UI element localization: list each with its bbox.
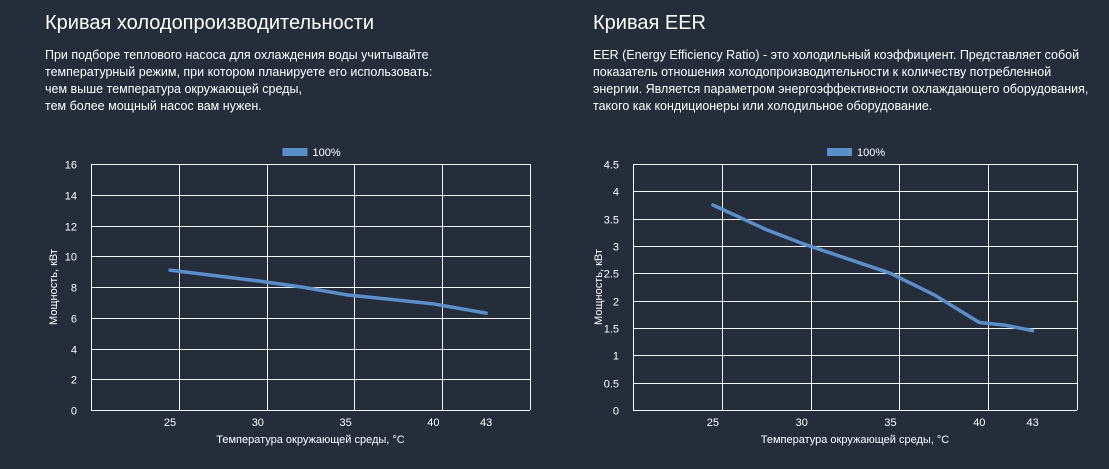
capacity-x-axis-label: Температура окружающей среды, °C xyxy=(216,434,405,446)
eer-x-axis-label: Температура окружающей среды, °C xyxy=(761,434,950,446)
eer-y-tick-label: 0 xyxy=(613,406,619,418)
capacity-y-tick-label: 16 xyxy=(65,160,77,172)
capacity-y-tick-label: 8 xyxy=(71,283,77,295)
eer-y-tick-label: 0.5 xyxy=(604,379,619,391)
capacity-x-tick-label: 25 xyxy=(164,417,176,429)
eer-y-tick-label: 3 xyxy=(613,242,619,254)
eer-x-tick-label: 35 xyxy=(884,417,896,429)
capacity-y-tick-label: 0 xyxy=(71,406,77,418)
eer-y-tick-label: 2 xyxy=(613,297,619,309)
capacity-legend-label: 100% xyxy=(313,147,341,159)
eer-x-tick-label: 25 xyxy=(707,417,719,429)
eer-y-tick-label: 4 xyxy=(613,187,619,199)
description-line: EER (Energy Efficiency Ratio) - это холо… xyxy=(593,48,1080,62)
capacity-x-tick-label: 43 xyxy=(480,417,492,429)
eer-y-tick-label: 1.5 xyxy=(604,324,619,336)
capacity-y-tick-label: 6 xyxy=(71,314,77,326)
capacity-y-tick-label: 14 xyxy=(65,191,77,203)
capacity-legend-swatch xyxy=(282,148,308,156)
eer-legend-swatch xyxy=(827,148,852,156)
capacity-x-tick-label: 40 xyxy=(427,417,439,429)
capacity-y-axis-label: Мощность, кВт xyxy=(48,249,60,325)
cooling-capacity-description: При подборе теплового насоса для охлажде… xyxy=(45,47,432,115)
eer-title: Кривая EER xyxy=(593,12,706,34)
capacity-series-line xyxy=(168,268,488,315)
eer-y-tick-label: 3.5 xyxy=(604,215,619,227)
eer-y-axis-label: Мощность, кВт xyxy=(593,249,605,325)
eer-y-tick-label: 1 xyxy=(613,351,619,363)
capacity-x-tick-label: 35 xyxy=(339,417,351,429)
description-line: энергии. Является параметром энергоэффек… xyxy=(593,82,1089,96)
capacity-x-tick-label: 30 xyxy=(252,417,264,429)
description-line: чем выше температура окружающей среды, xyxy=(45,82,302,96)
eer-y-tick-label: 4.5 xyxy=(604,160,619,172)
eer-series-line xyxy=(711,203,1035,333)
eer-y-tick-label: 2.5 xyxy=(604,269,619,281)
capacity-y-tick-label: 2 xyxy=(71,375,77,387)
eer-x-tick-label: 30 xyxy=(796,417,808,429)
cooling-capacity-title: Кривая холодопроизводительности xyxy=(45,12,375,34)
eer-x-tick-label: 43 xyxy=(1026,417,1038,429)
description-line: показатель отношения холодопроизводитель… xyxy=(593,65,1052,79)
eer-x-tick-label: 40 xyxy=(973,417,985,429)
description-line: тем более мощный насос вам нужен. xyxy=(45,99,262,113)
capacity-y-tick-label: 10 xyxy=(65,252,77,264)
capacity-y-tick-label: 12 xyxy=(65,222,77,234)
eer-legend-label: 100% xyxy=(857,147,885,159)
eer-description: EER (Energy Efficiency Ratio) - это холо… xyxy=(593,47,1088,115)
description-line: такого как кондиционеры или холодильное … xyxy=(593,99,933,113)
description-line: При подборе теплового насоса для охлажде… xyxy=(45,48,429,62)
description-line: температурный режим, при котором планиру… xyxy=(45,65,433,79)
capacity-y-tick-label: 4 xyxy=(71,345,77,357)
